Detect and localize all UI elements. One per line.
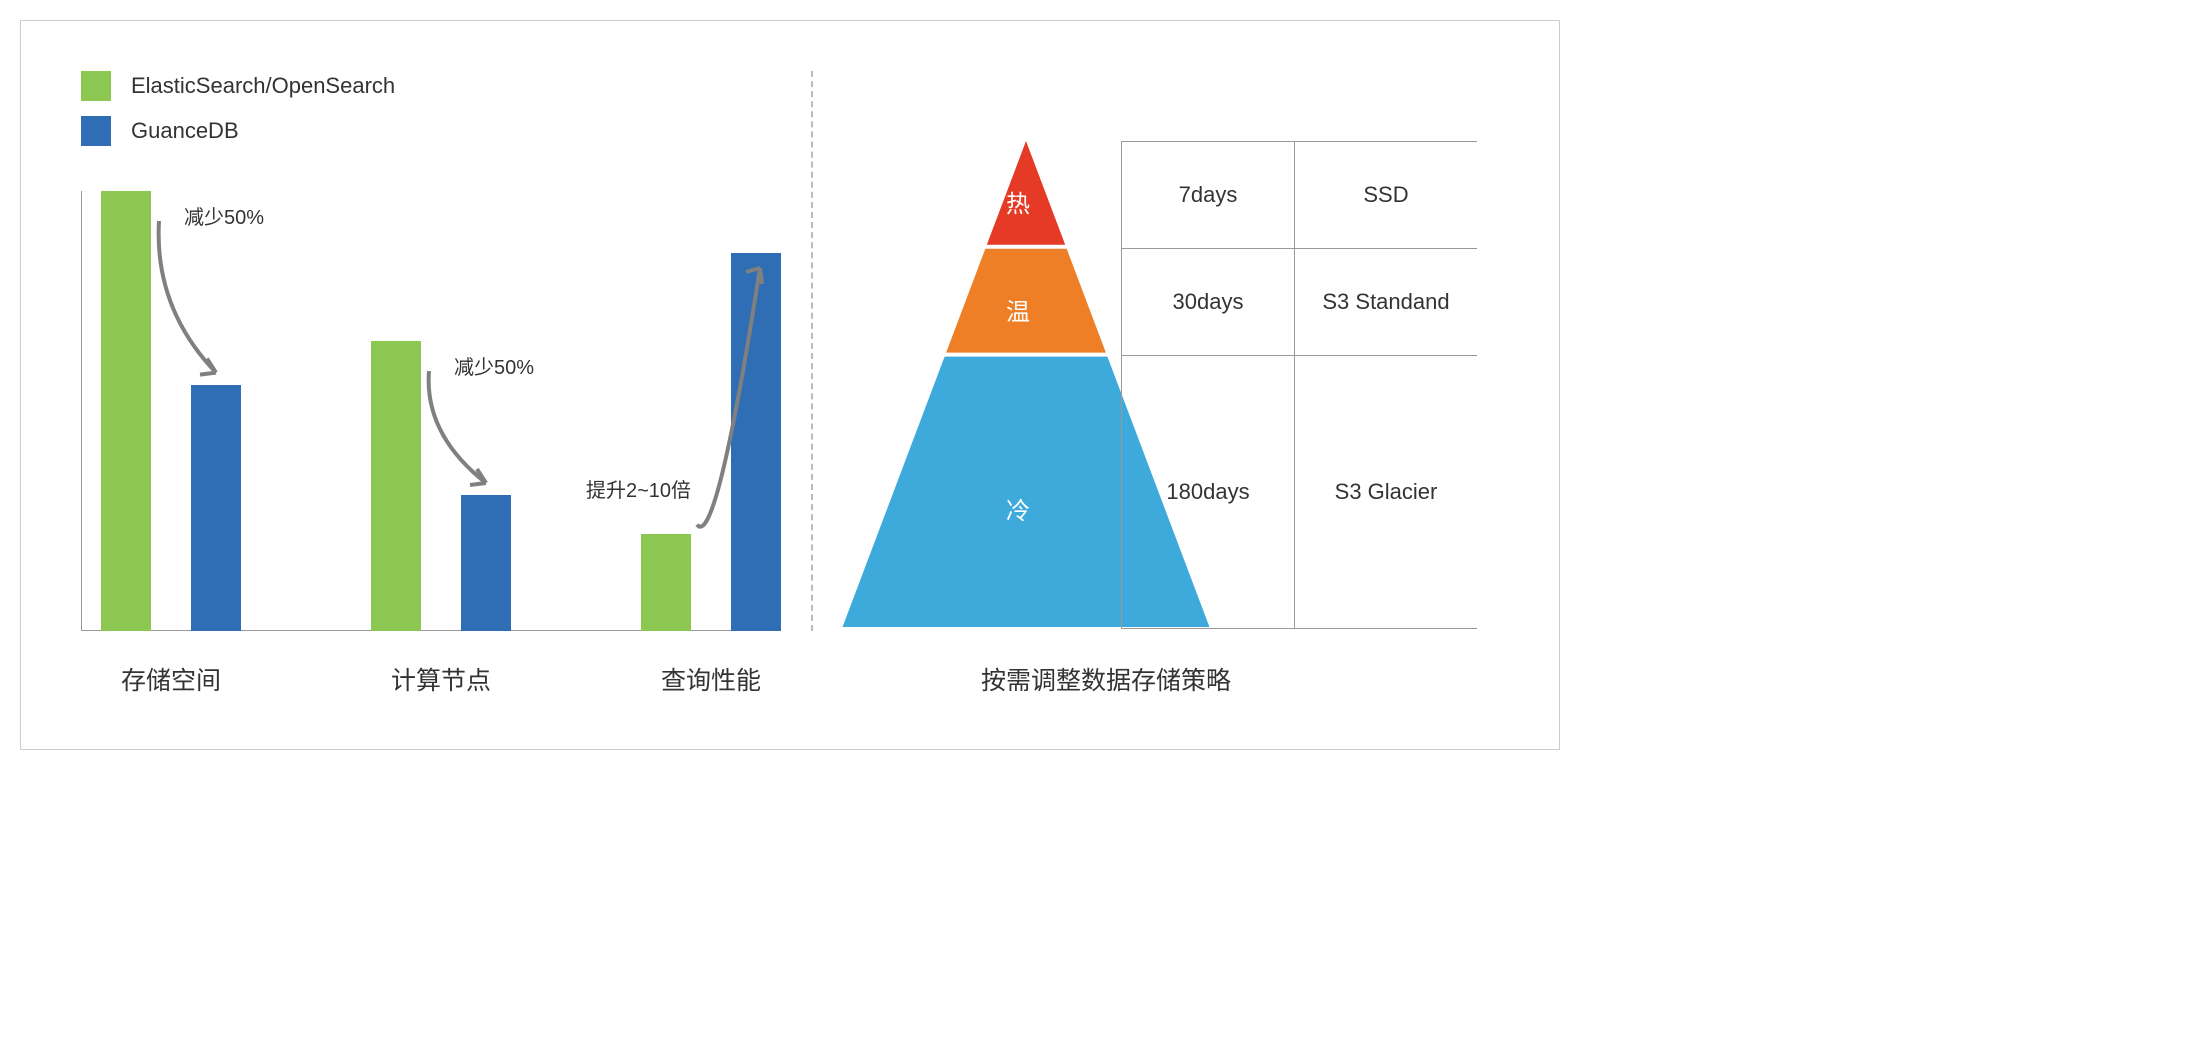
- tier-storage-cell: SSD: [1295, 142, 1478, 249]
- x-axis-label: 计算节点: [371, 661, 511, 697]
- y-axis: [81, 191, 82, 631]
- tier-duration-cell: 30days: [1122, 248, 1295, 355]
- figure-frame: ElasticSearch/OpenSearch GuanceDB 存储空间减少…: [20, 20, 1560, 750]
- bar: [191, 385, 241, 631]
- legend-item-es: ElasticSearch/OpenSearch: [81, 71, 395, 101]
- legend: ElasticSearch/OpenSearch GuanceDB: [81, 71, 395, 161]
- x-axis-label: 查询性能: [641, 661, 781, 697]
- table-row: 30daysS3 Standand: [1122, 248, 1478, 355]
- pyramid-tier-label: 热: [1006, 184, 1030, 219]
- pyramid-tier-label: 冷: [1006, 491, 1030, 526]
- panel-divider: [811, 71, 813, 631]
- legend-item-guancedb: GuanceDB: [81, 116, 395, 146]
- tier-duration-cell: 180days: [1122, 355, 1295, 628]
- legend-label-guancedb: GuanceDB: [131, 118, 239, 144]
- x-axis-label: 存储空间: [101, 661, 241, 697]
- pyramid-title: 按需调整数据存储策略: [981, 661, 1231, 697]
- pyramid-tier-label: 温: [1006, 292, 1030, 327]
- bar: [371, 341, 421, 631]
- bar-chart: 存储空间减少50%计算节点减少50%查询性能提升2~10倍: [81, 191, 781, 631]
- bar: [641, 534, 691, 631]
- arrow-down-icon: [149, 211, 269, 351]
- storage-tier-table: 7daysSSD30daysS3 Standand180daysS3 Glaci…: [1121, 141, 1477, 629]
- bar: [461, 495, 511, 631]
- tier-storage-cell: S3 Standand: [1295, 248, 1478, 355]
- tier-duration-cell: 7days: [1122, 142, 1295, 249]
- pyramid-panel: 热温冷 7daysSSD30daysS3 Standand180daysS3 Gl…: [841, 141, 1541, 631]
- bar-annotation: 提升2~10倍: [586, 474, 691, 503]
- legend-swatch-guancedb: [81, 116, 111, 146]
- bar: [101, 191, 151, 631]
- legend-label-es: ElasticSearch/OpenSearch: [131, 73, 395, 99]
- tier-storage-cell: S3 Glacier: [1295, 355, 1478, 628]
- arrow-up-icon: [687, 258, 807, 398]
- arrow-down-icon: [419, 361, 539, 501]
- table-row: 7daysSSD: [1122, 142, 1478, 249]
- table-row: 180daysS3 Glacier: [1122, 355, 1478, 628]
- legend-swatch-es: [81, 71, 111, 101]
